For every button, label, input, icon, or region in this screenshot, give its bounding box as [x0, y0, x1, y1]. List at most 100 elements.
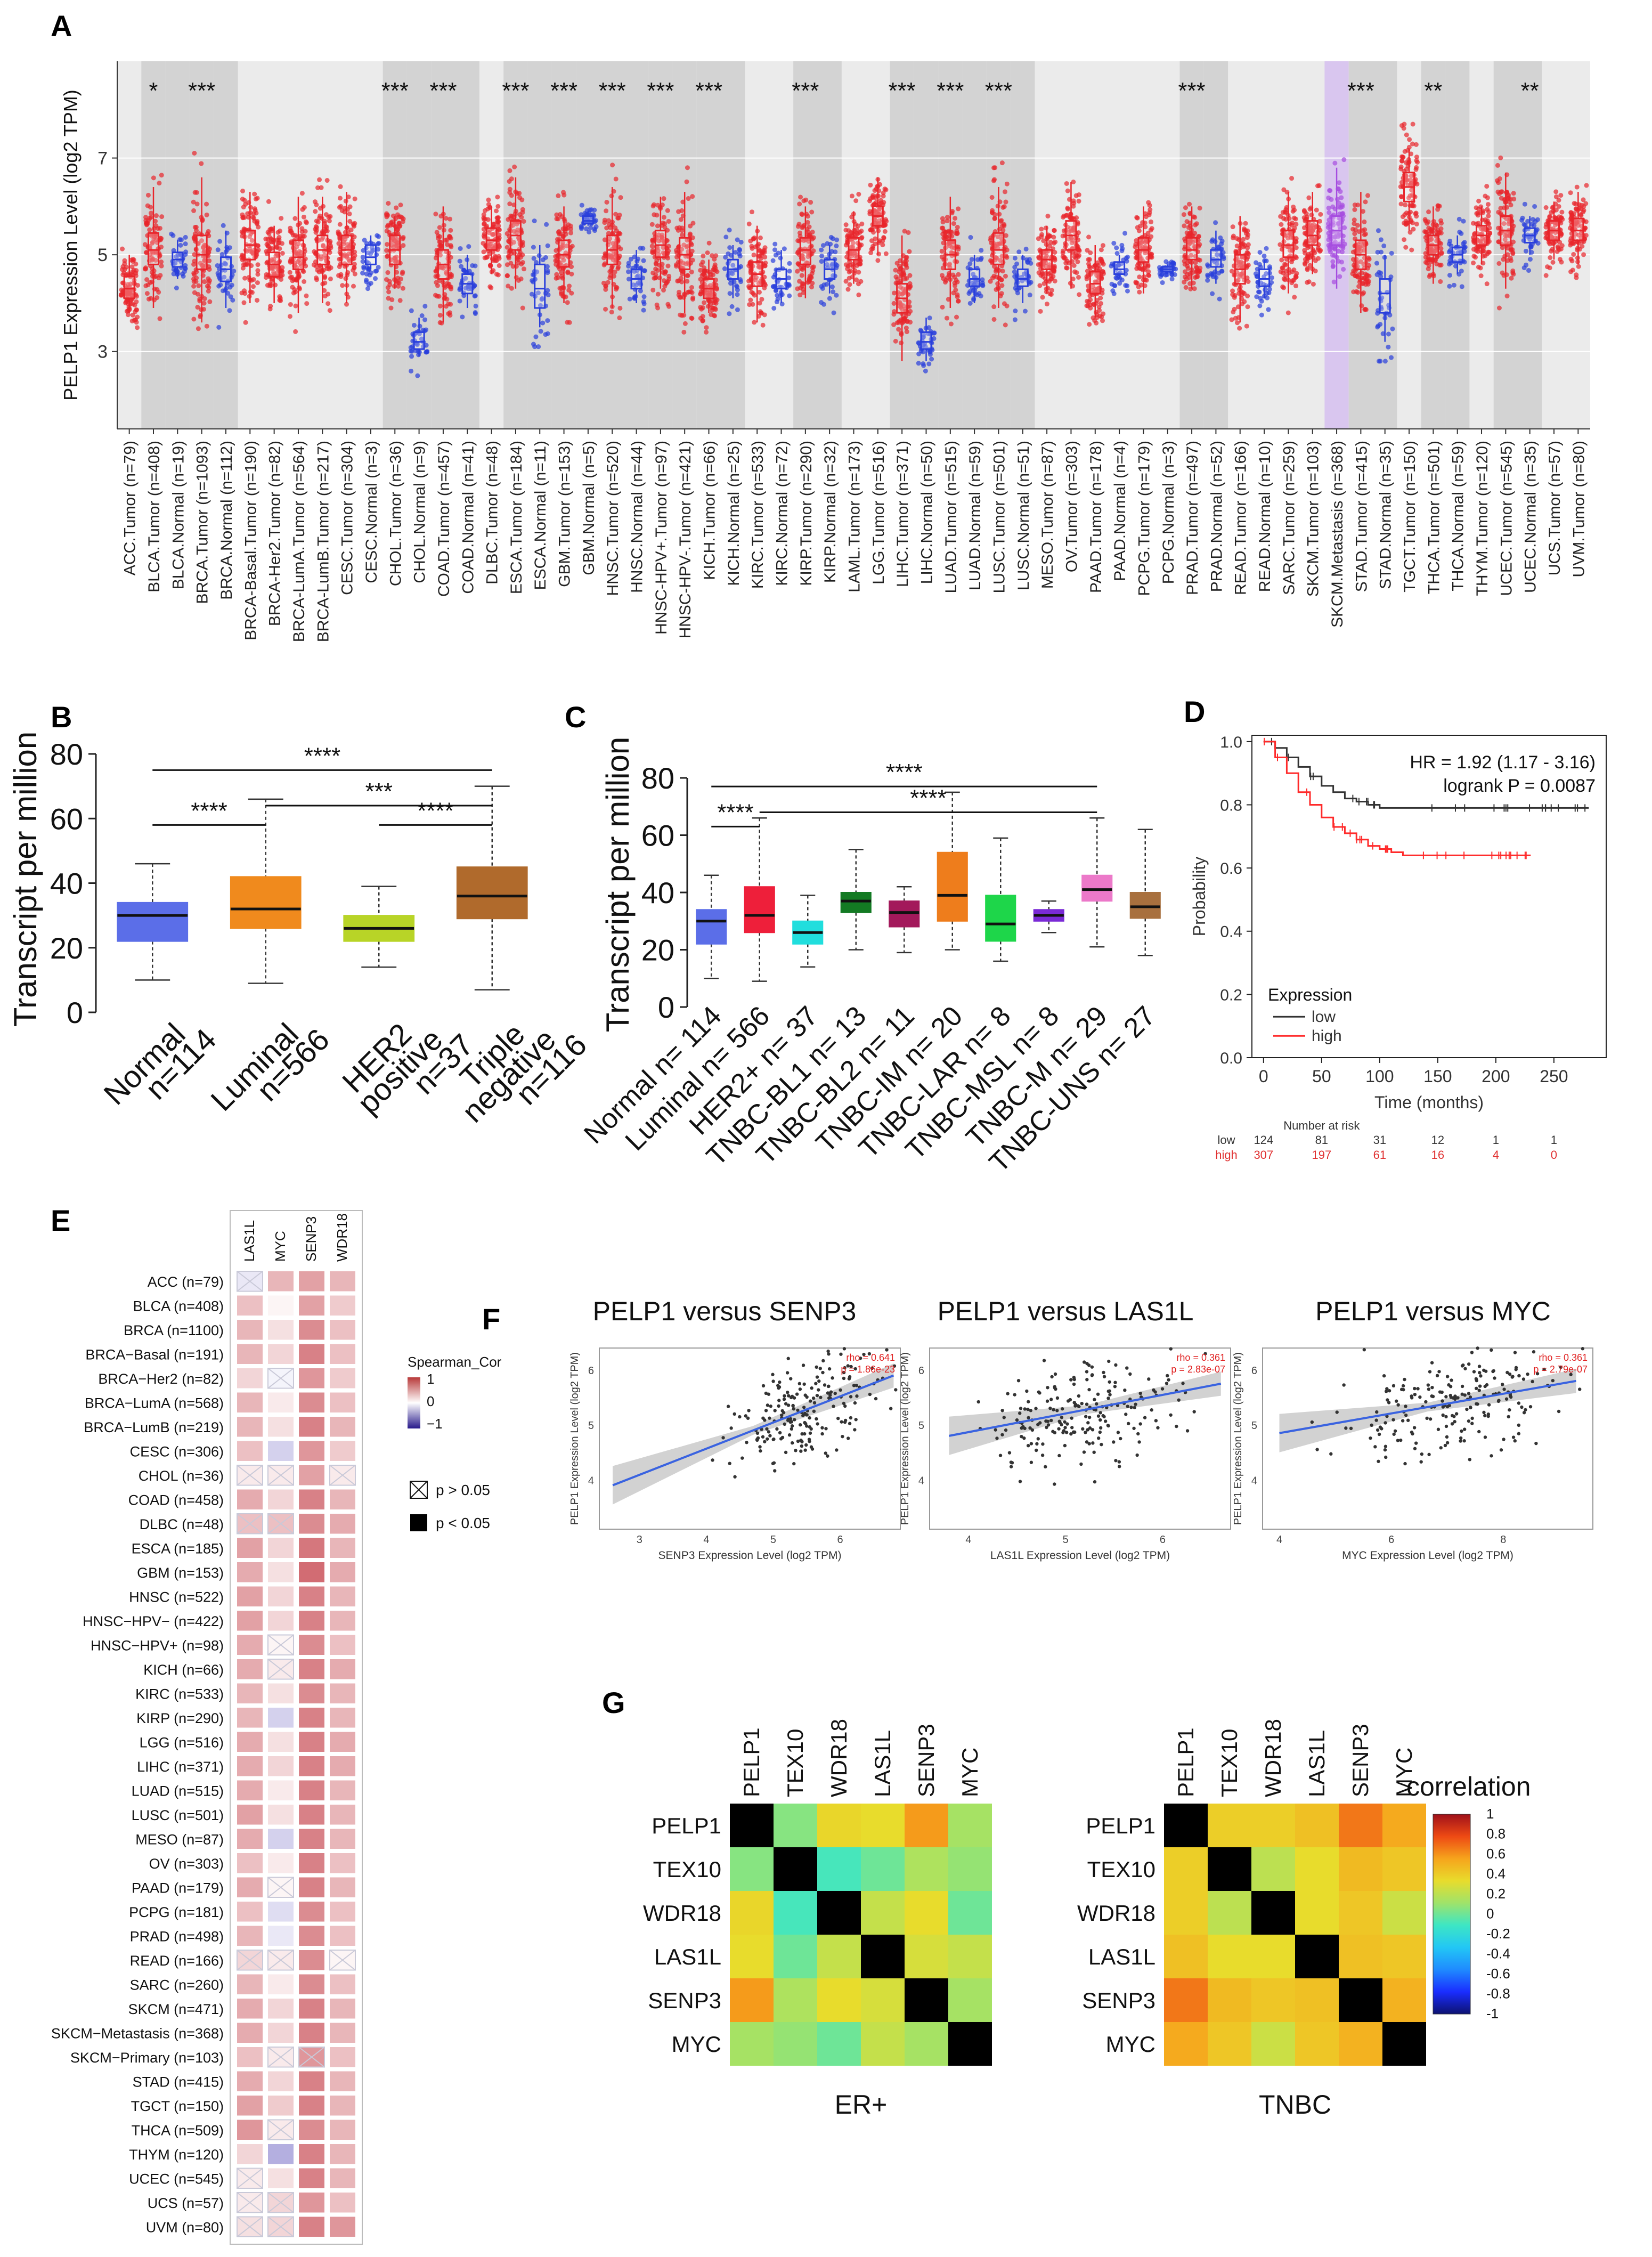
data-point — [489, 285, 494, 290]
data-point — [679, 225, 685, 231]
data-point — [685, 165, 690, 171]
data-point — [700, 305, 705, 311]
data-point — [497, 263, 502, 269]
data-point — [191, 316, 197, 322]
data-point — [916, 351, 922, 356]
data-point — [276, 240, 282, 246]
data-point — [562, 218, 567, 224]
data-point — [665, 263, 671, 269]
data-point — [827, 296, 832, 301]
data-point — [457, 258, 462, 264]
data-point — [207, 246, 213, 251]
data-point — [422, 317, 428, 322]
data-point — [706, 240, 712, 246]
significance-band — [406, 61, 432, 429]
data-point — [1262, 253, 1267, 258]
data-point — [568, 230, 574, 236]
data-point — [848, 268, 853, 273]
data-point — [514, 264, 519, 269]
data-point — [1499, 189, 1504, 194]
data-point — [908, 308, 913, 314]
data-point — [833, 249, 838, 255]
data-point — [252, 191, 257, 197]
data-point — [1447, 283, 1452, 289]
panel-label-a: A — [51, 9, 72, 43]
x-tick-label: BRCA-Basal.Tumor (n=190) — [242, 441, 259, 640]
data-point — [1197, 206, 1202, 211]
data-point — [689, 285, 694, 290]
x-tick-label: BLCA.Normal (n=19) — [169, 441, 187, 589]
data-point — [1289, 222, 1295, 228]
data-point — [798, 194, 803, 200]
data-point — [1478, 204, 1484, 209]
data-point — [809, 275, 814, 280]
data-point — [1522, 201, 1527, 207]
data-point — [992, 215, 997, 221]
data-point — [1306, 195, 1312, 200]
panel-label-d: D — [1184, 695, 1205, 728]
box — [1306, 220, 1319, 246]
data-point — [666, 304, 672, 309]
data-point — [1048, 292, 1054, 297]
data-point — [130, 312, 135, 318]
data-point — [932, 330, 937, 336]
data-point — [348, 228, 354, 233]
data-point — [1037, 283, 1043, 288]
data-point — [1112, 283, 1117, 288]
data-point — [1110, 288, 1116, 294]
data-point — [504, 231, 510, 236]
data-point — [1414, 222, 1419, 227]
data-point — [304, 220, 309, 225]
data-point — [1264, 246, 1269, 251]
data-point — [202, 296, 207, 301]
data-point — [1532, 223, 1537, 228]
data-point — [881, 235, 886, 240]
data-point — [955, 294, 960, 299]
data-point — [1446, 262, 1452, 267]
x-tick-label: KICH.Normal (n=25) — [725, 441, 743, 586]
data-point — [711, 313, 717, 318]
data-point — [221, 223, 226, 228]
box — [799, 237, 811, 265]
data-point — [409, 308, 414, 313]
data-point — [400, 286, 405, 291]
data-point — [343, 198, 348, 204]
data-point — [1233, 315, 1238, 321]
data-point — [124, 264, 129, 270]
data-point — [1061, 215, 1066, 220]
data-point — [604, 208, 609, 214]
data-point — [288, 228, 294, 233]
data-point — [711, 267, 716, 272]
data-point — [875, 258, 881, 263]
data-point — [1502, 254, 1508, 259]
data-point — [751, 253, 756, 258]
data-point — [206, 288, 211, 294]
data-point — [1000, 269, 1005, 274]
box — [1210, 249, 1222, 268]
data-point — [1576, 264, 1581, 269]
x-tick-label: HNSC-HPV+.Tumor (n=97) — [653, 441, 670, 635]
data-point — [1221, 256, 1226, 261]
data-point — [956, 298, 961, 304]
data-point — [1146, 269, 1151, 274]
data-point — [775, 293, 780, 298]
data-point — [1414, 165, 1419, 170]
data-point — [520, 305, 525, 311]
data-point — [1398, 166, 1404, 172]
data-point — [655, 267, 660, 273]
data-point — [120, 246, 125, 251]
data-point — [134, 307, 140, 313]
data-point — [461, 267, 467, 273]
data-point — [906, 230, 911, 236]
data-point — [443, 216, 449, 221]
box — [848, 237, 860, 261]
x-tick-label: PAAD.Normal (n=4) — [1111, 441, 1129, 581]
data-point — [1500, 245, 1505, 250]
data-point — [191, 199, 196, 205]
y-tick-label: 3 — [97, 342, 108, 362]
data-point — [154, 295, 160, 301]
data-point — [883, 251, 889, 256]
data-point — [241, 205, 246, 210]
data-point — [1243, 221, 1248, 226]
data-point — [207, 299, 213, 304]
